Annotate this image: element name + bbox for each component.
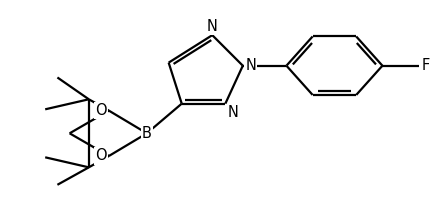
Text: O: O: [95, 149, 107, 163]
Text: N: N: [228, 105, 239, 120]
Text: O: O: [95, 103, 107, 118]
Text: F: F: [422, 58, 431, 73]
Text: N: N: [207, 19, 218, 34]
Text: B: B: [142, 126, 152, 141]
Text: N: N: [245, 58, 256, 73]
